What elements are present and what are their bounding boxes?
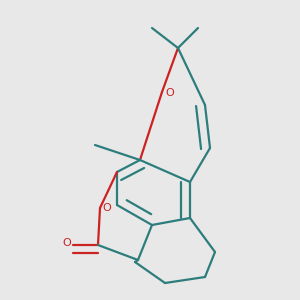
Text: O: O [102, 203, 111, 213]
Text: O: O [62, 238, 71, 248]
Text: O: O [165, 88, 174, 98]
